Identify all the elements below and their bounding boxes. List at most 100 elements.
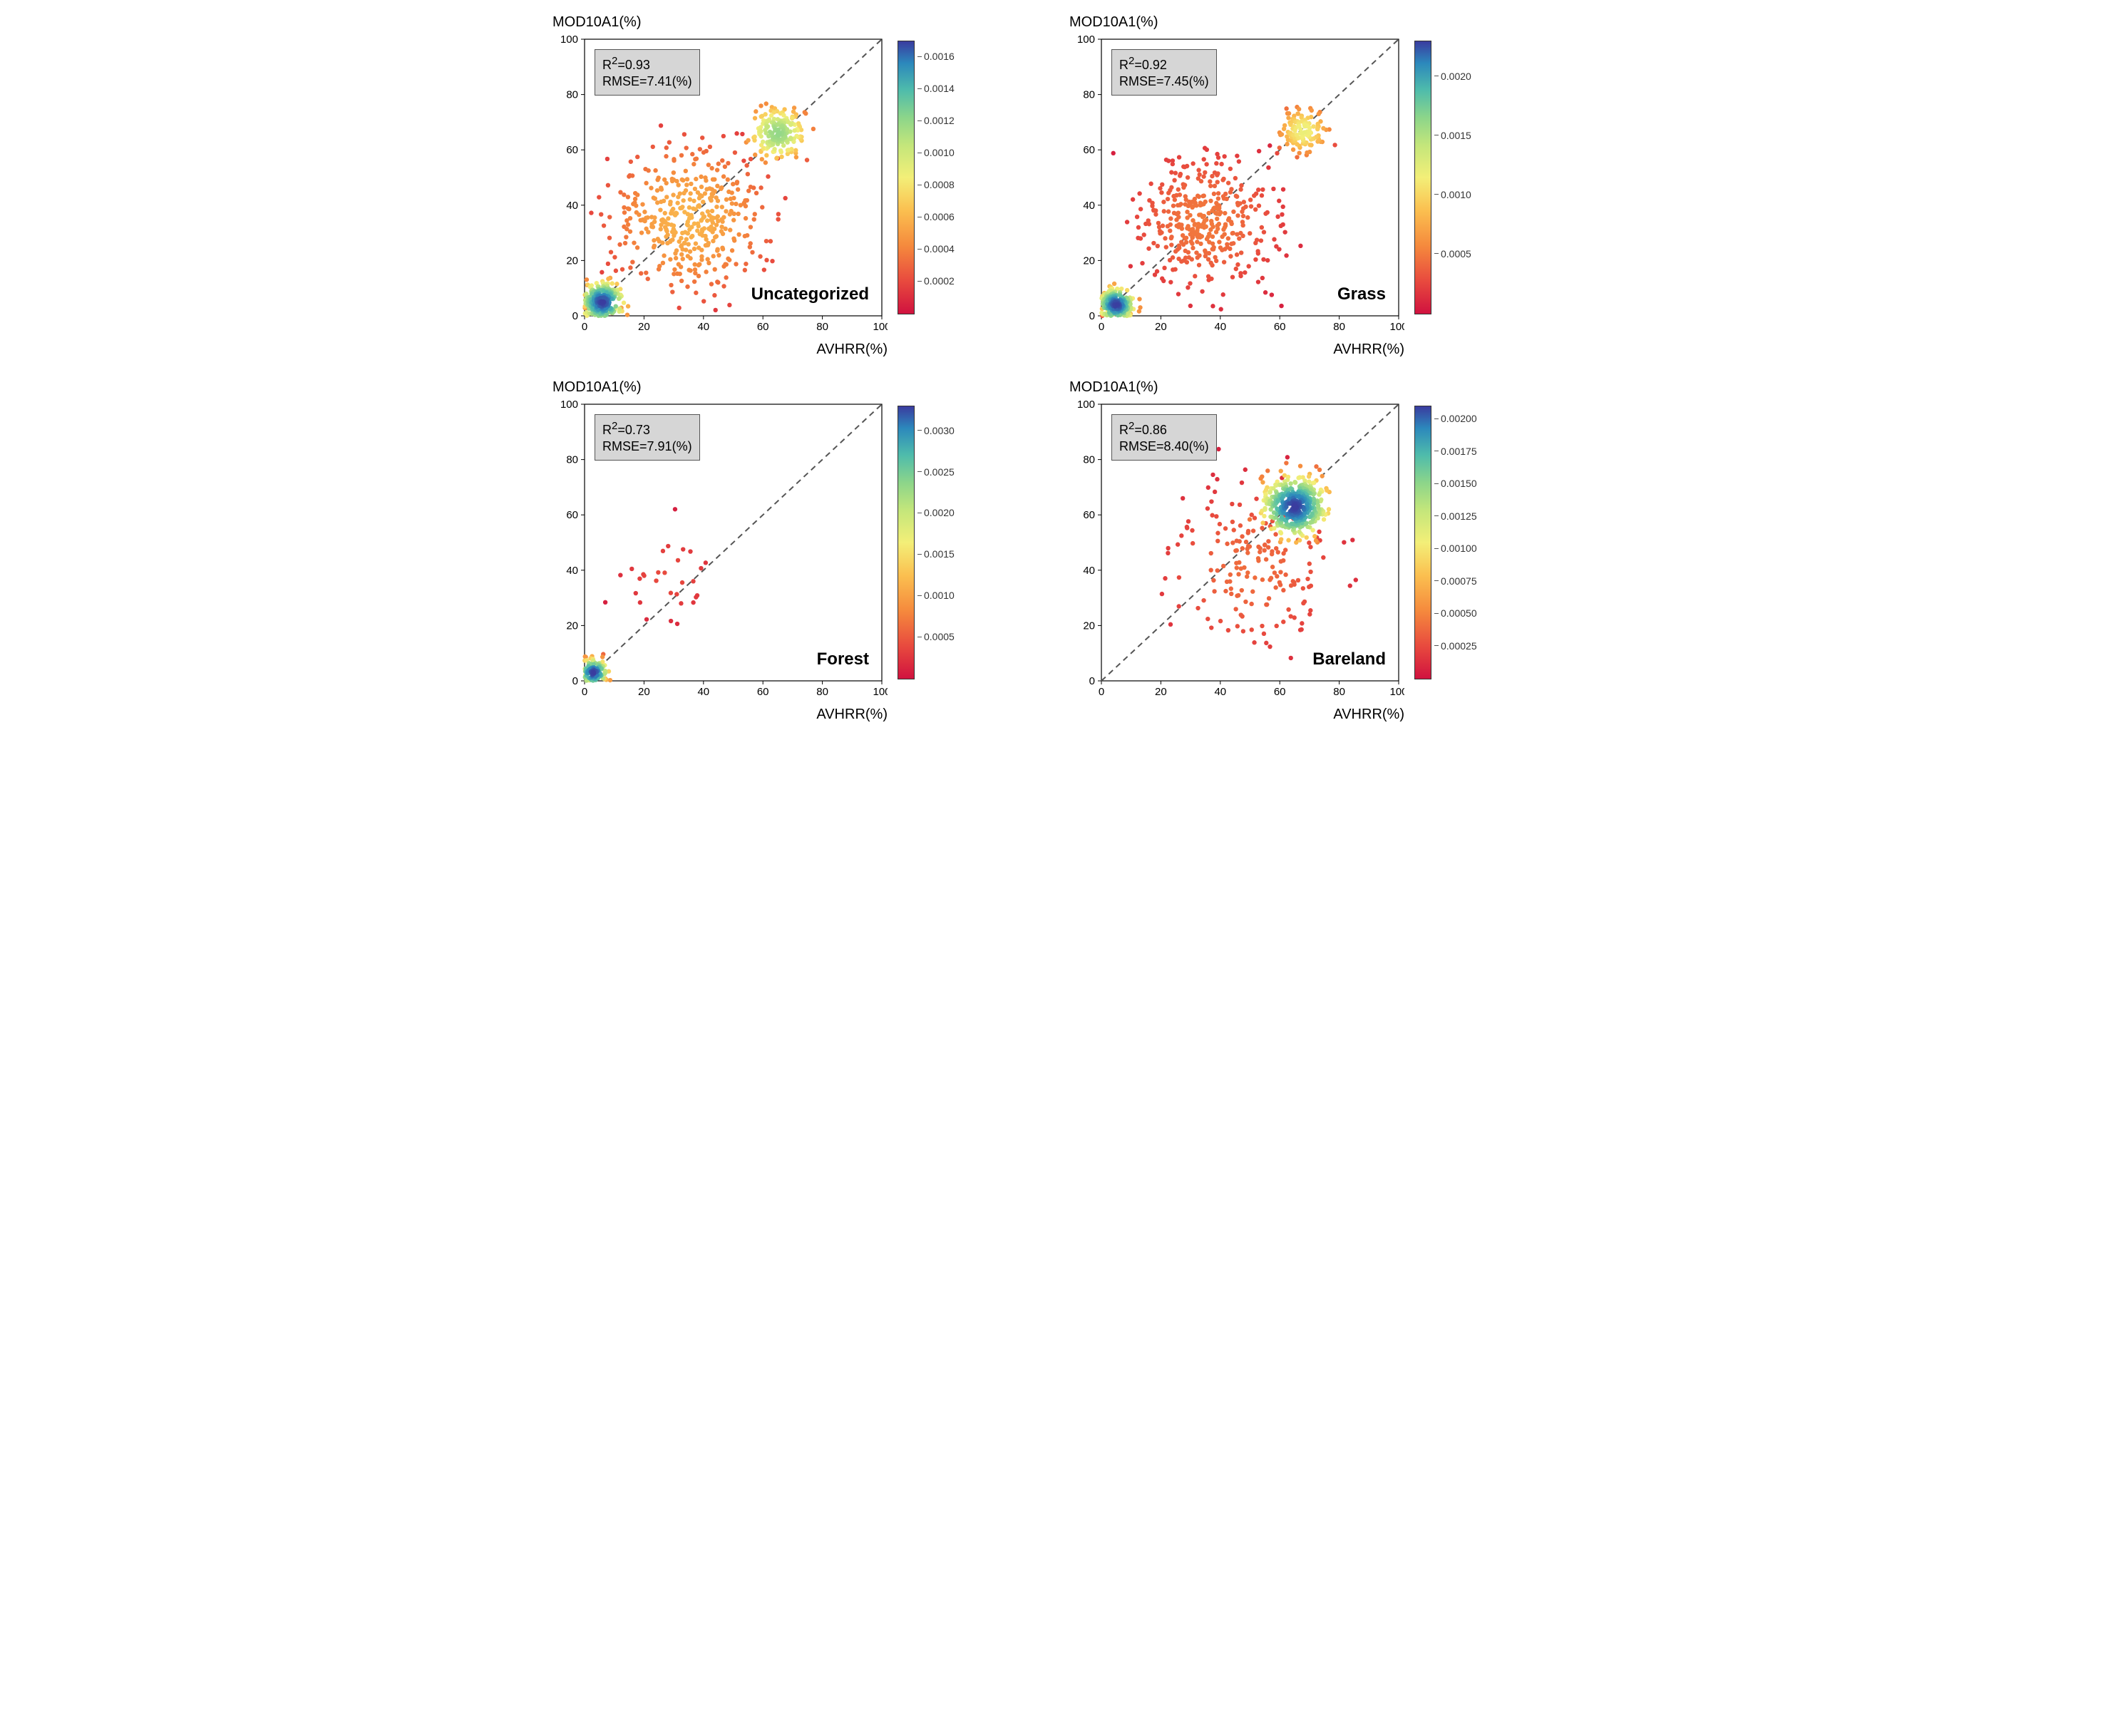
data-point bbox=[720, 245, 724, 250]
data-point bbox=[1201, 174, 1205, 178]
data-point bbox=[1245, 547, 1249, 551]
data-point bbox=[1241, 214, 1245, 218]
data-point bbox=[1317, 530, 1321, 534]
y-tick-label: 0 bbox=[1089, 310, 1095, 322]
data-point bbox=[699, 255, 704, 259]
data-point bbox=[715, 279, 719, 284]
data-point bbox=[1321, 126, 1325, 130]
data-point bbox=[669, 591, 673, 595]
data-point bbox=[1219, 162, 1223, 166]
data-point bbox=[1243, 270, 1247, 274]
data-point bbox=[1179, 240, 1183, 244]
data-point bbox=[1202, 157, 1206, 161]
data-point bbox=[670, 289, 674, 294]
data-point bbox=[1307, 515, 1312, 519]
data-point bbox=[599, 212, 603, 216]
data-point bbox=[1263, 506, 1267, 510]
data-point bbox=[1302, 130, 1307, 134]
data-point bbox=[1228, 572, 1233, 577]
data-point bbox=[714, 205, 719, 209]
data-point bbox=[1168, 228, 1172, 232]
x-tick-label: 60 bbox=[1274, 686, 1286, 698]
data-point bbox=[1162, 209, 1166, 213]
data-point bbox=[761, 140, 765, 144]
data-point bbox=[811, 127, 816, 131]
data-point bbox=[1273, 532, 1277, 536]
data-point bbox=[793, 148, 798, 153]
colorbar-tick: 0.0005 bbox=[1434, 248, 1471, 260]
data-point bbox=[681, 547, 685, 551]
data-point bbox=[1307, 612, 1312, 616]
data-point bbox=[1262, 632, 1266, 636]
data-point bbox=[759, 134, 763, 138]
data-point bbox=[1171, 203, 1176, 207]
x-tick-label: 0 bbox=[582, 686, 587, 698]
data-point bbox=[1205, 506, 1210, 510]
data-point bbox=[713, 235, 717, 240]
data-point bbox=[644, 617, 649, 622]
data-point bbox=[1215, 477, 1219, 481]
data-point bbox=[776, 212, 781, 216]
colorbar-tick: 0.0010 bbox=[917, 147, 955, 158]
colorbar-tick: 0.0015 bbox=[1434, 130, 1471, 141]
data-point bbox=[1256, 188, 1260, 192]
y-tick-label: 100 bbox=[560, 399, 578, 411]
data-point bbox=[1255, 249, 1260, 253]
x-tick-label: 0 bbox=[1099, 321, 1104, 333]
x-tick-label: 20 bbox=[1155, 686, 1167, 698]
y-tick-label: 40 bbox=[1083, 200, 1095, 212]
data-point bbox=[1221, 292, 1225, 297]
colorbar-tick: 0.0002 bbox=[917, 275, 955, 287]
data-point bbox=[1211, 578, 1215, 582]
data-point bbox=[1187, 255, 1191, 260]
data-point bbox=[1235, 624, 1240, 628]
data-point bbox=[691, 162, 696, 166]
data-point bbox=[775, 155, 779, 160]
data-point bbox=[1239, 183, 1243, 188]
data-point bbox=[1308, 545, 1312, 549]
panel-uncategorized: MOD10A1(%)020406080100020406080100R2=0.9… bbox=[552, 14, 1034, 358]
data-point bbox=[680, 580, 684, 585]
data-point bbox=[617, 297, 621, 301]
x-tick-label: 40 bbox=[1214, 686, 1226, 698]
data-point bbox=[763, 160, 768, 165]
data-point bbox=[752, 217, 756, 221]
data-point bbox=[1301, 601, 1305, 605]
data-point bbox=[1176, 215, 1181, 219]
data-point bbox=[1268, 577, 1272, 582]
data-point bbox=[606, 262, 610, 266]
data-point bbox=[642, 210, 647, 214]
data-point bbox=[1205, 148, 1209, 152]
data-point bbox=[1312, 534, 1317, 538]
x-tick-label: 100 bbox=[1389, 686, 1404, 698]
data-point bbox=[792, 128, 796, 133]
data-point bbox=[726, 178, 730, 182]
data-point bbox=[766, 174, 770, 178]
data-point bbox=[1278, 570, 1282, 574]
data-point bbox=[1253, 207, 1258, 212]
data-point bbox=[1321, 555, 1325, 560]
data-point bbox=[1280, 132, 1284, 136]
data-point bbox=[1261, 257, 1265, 262]
data-point bbox=[1197, 173, 1201, 177]
data-point bbox=[1260, 520, 1265, 525]
data-point bbox=[1233, 607, 1238, 611]
data-point bbox=[1235, 232, 1239, 236]
data-point bbox=[1266, 545, 1270, 550]
data-point bbox=[726, 190, 731, 194]
data-point bbox=[1200, 194, 1205, 198]
data-point bbox=[630, 173, 634, 178]
data-point bbox=[1208, 179, 1212, 183]
data-point bbox=[1260, 577, 1265, 582]
category-label: Bareland bbox=[1312, 649, 1386, 669]
data-point bbox=[1283, 572, 1287, 577]
data-point bbox=[699, 175, 703, 179]
data-point bbox=[729, 197, 733, 201]
data-point bbox=[1176, 604, 1181, 608]
data-point bbox=[1223, 526, 1228, 530]
data-point bbox=[1268, 644, 1272, 649]
data-point bbox=[749, 241, 753, 245]
data-point bbox=[759, 103, 763, 108]
data-point bbox=[805, 158, 809, 162]
y-tick-label: 80 bbox=[1083, 89, 1095, 101]
